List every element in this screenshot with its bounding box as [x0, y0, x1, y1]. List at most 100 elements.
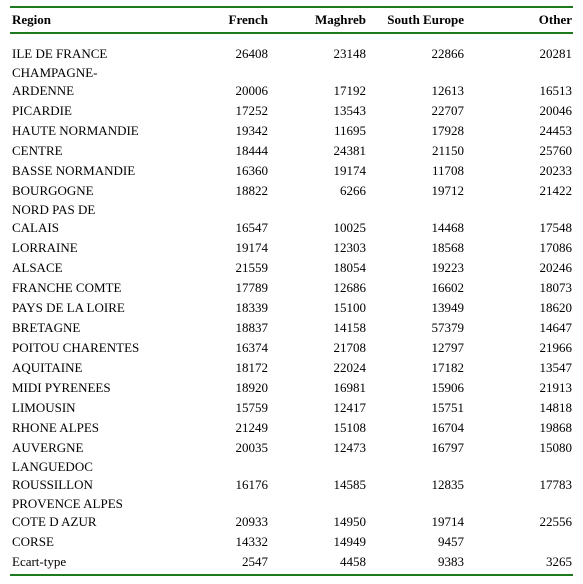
cell-region: LORRAINE [10, 238, 180, 258]
table-row: CORSE14332149499457 [10, 532, 573, 552]
table-row: CENTRE18444243812115025760 [10, 141, 573, 161]
table-row: ALSACE21559180541922320246 [10, 258, 573, 278]
table-row: ROUSSILLON16176145851283517783 [10, 475, 573, 495]
cell-south_europe: 15906 [376, 378, 474, 398]
cell-french: 16176 [180, 475, 278, 495]
table-row: AQUITAINE18172220241718213547 [10, 358, 573, 378]
cell-other: 21966 [474, 338, 572, 358]
table-row: COTE D AZUR20933149501971422556 [10, 512, 573, 532]
cell-french: 16374 [180, 338, 278, 358]
cell-other: 18620 [474, 298, 572, 318]
col-header-maghreb: Maghreb [278, 12, 376, 28]
cell-south_europe: 12835 [376, 475, 474, 495]
cell-south_europe: 19712 [376, 181, 474, 201]
cell-south_europe: 21150 [376, 141, 474, 161]
cell-maghreb: 14585 [278, 475, 376, 495]
cell-maghreb: 18054 [278, 258, 376, 278]
cell-other: 20281 [474, 44, 572, 64]
cell-south_europe: 16602 [376, 278, 474, 298]
cell-french: 26408 [180, 44, 278, 64]
cell-region: ARDENNE [10, 81, 180, 101]
cell-maghreb: 16981 [278, 378, 376, 398]
cell-maghreb: 24381 [278, 141, 376, 161]
cell-other: 17783 [474, 475, 572, 495]
cell-south_europe: 14468 [376, 218, 474, 238]
cell-maghreb: 13543 [278, 101, 376, 121]
cell-region: LANGUEDOC [10, 458, 180, 475]
footer-french: 2547 [180, 552, 278, 572]
footer-label: Ecart-type [10, 552, 180, 572]
cell-french: 21249 [180, 418, 278, 438]
cell-region: RHONE ALPES [10, 418, 180, 438]
table-row: BRETAGNE18837141585737914647 [10, 318, 573, 338]
table-body: ILE DE FRANCE26408231482286620281CHAMPAG… [10, 44, 573, 552]
cell-region: LIMOUSIN [10, 398, 180, 418]
cell-other: 21422 [474, 181, 572, 201]
table-row: BOURGOGNE1882262661971221422 [10, 181, 573, 201]
table-row: HAUTE NORMANDIE19342116951792824453 [10, 121, 573, 141]
table-row: ARDENNE20006171921261316513 [10, 81, 573, 101]
table-row: ILE DE FRANCE26408231482286620281 [10, 44, 573, 64]
cell-region: NORD PAS DE [10, 201, 180, 218]
cell-maghreb: 12473 [278, 438, 376, 458]
cell-other: 19868 [474, 418, 572, 438]
cell-other: 20246 [474, 258, 572, 278]
cell-maghreb: 14158 [278, 318, 376, 338]
cell-french: 18920 [180, 378, 278, 398]
cell-south_europe: 16704 [376, 418, 474, 438]
footer-maghreb: 4458 [278, 552, 376, 572]
cell-region: PROVENCE ALPES [10, 495, 180, 512]
cell-south_europe: 13949 [376, 298, 474, 318]
cell-french: 20933 [180, 512, 278, 532]
cell-other: 24453 [474, 121, 572, 141]
cell-maghreb: 19174 [278, 161, 376, 181]
table-row: BASSE NORMANDIE16360191741170820233 [10, 161, 573, 181]
footer-south-europe: 9383 [376, 552, 474, 572]
cell-french: 16547 [180, 218, 278, 238]
cell-maghreb: 6266 [278, 181, 376, 201]
cell-maghreb: 14950 [278, 512, 376, 532]
cell-french: 19174 [180, 238, 278, 258]
cell-french: 16360 [180, 161, 278, 181]
table-row: POITOU CHARENTES16374217081279721966 [10, 338, 573, 358]
cell-french: 14332 [180, 532, 278, 552]
table-row: LIMOUSIN15759124171575114818 [10, 398, 573, 418]
cell-south_europe: 18568 [376, 238, 474, 258]
cell-south_europe: 57379 [376, 318, 474, 338]
cell-french: 18339 [180, 298, 278, 318]
cell-other: 14647 [474, 318, 572, 338]
col-header-region: Region [10, 12, 180, 28]
cell-region: MIDI PYRENEES [10, 378, 180, 398]
cell-region: PICARDIE [10, 101, 180, 121]
cell-south_europe: 22707 [376, 101, 474, 121]
cell-french: 15759 [180, 398, 278, 418]
table-row: RHONE ALPES21249151081670419868 [10, 418, 573, 438]
cell-other: 22556 [474, 512, 572, 532]
cell-south_europe: 9457 [376, 532, 474, 552]
cell-south_europe: 15751 [376, 398, 474, 418]
cell-maghreb: 11695 [278, 121, 376, 141]
cell-maghreb: 17192 [278, 81, 376, 101]
cell-maghreb: 12686 [278, 278, 376, 298]
cell-region: AUVERGNE [10, 438, 180, 458]
cell-other: 15080 [474, 438, 572, 458]
cell-maghreb: 15108 [278, 418, 376, 438]
cell-region: CORSE [10, 532, 180, 552]
table-header-row: Region French Maghreb South Europe Other [10, 6, 573, 34]
cell-french: 21559 [180, 258, 278, 278]
table-row: MIDI PYRENEES18920169811590621913 [10, 378, 573, 398]
cell-french: 19342 [180, 121, 278, 141]
cell-region: AQUITAINE [10, 358, 180, 378]
cell-other: 20046 [474, 101, 572, 121]
cell-other: 20233 [474, 161, 572, 181]
table-row: PROVENCE ALPES [10, 495, 573, 512]
cell-region: CHAMPAGNE- [10, 64, 180, 81]
cell-maghreb: 12417 [278, 398, 376, 418]
col-header-french: French [180, 12, 278, 28]
table-row: LORRAINE19174123031856817086 [10, 238, 573, 258]
cell-french: 18444 [180, 141, 278, 161]
cell-region: ROUSSILLON [10, 475, 180, 495]
table-row: CHAMPAGNE- [10, 64, 573, 81]
cell-french: 17789 [180, 278, 278, 298]
cell-other: 25760 [474, 141, 572, 161]
